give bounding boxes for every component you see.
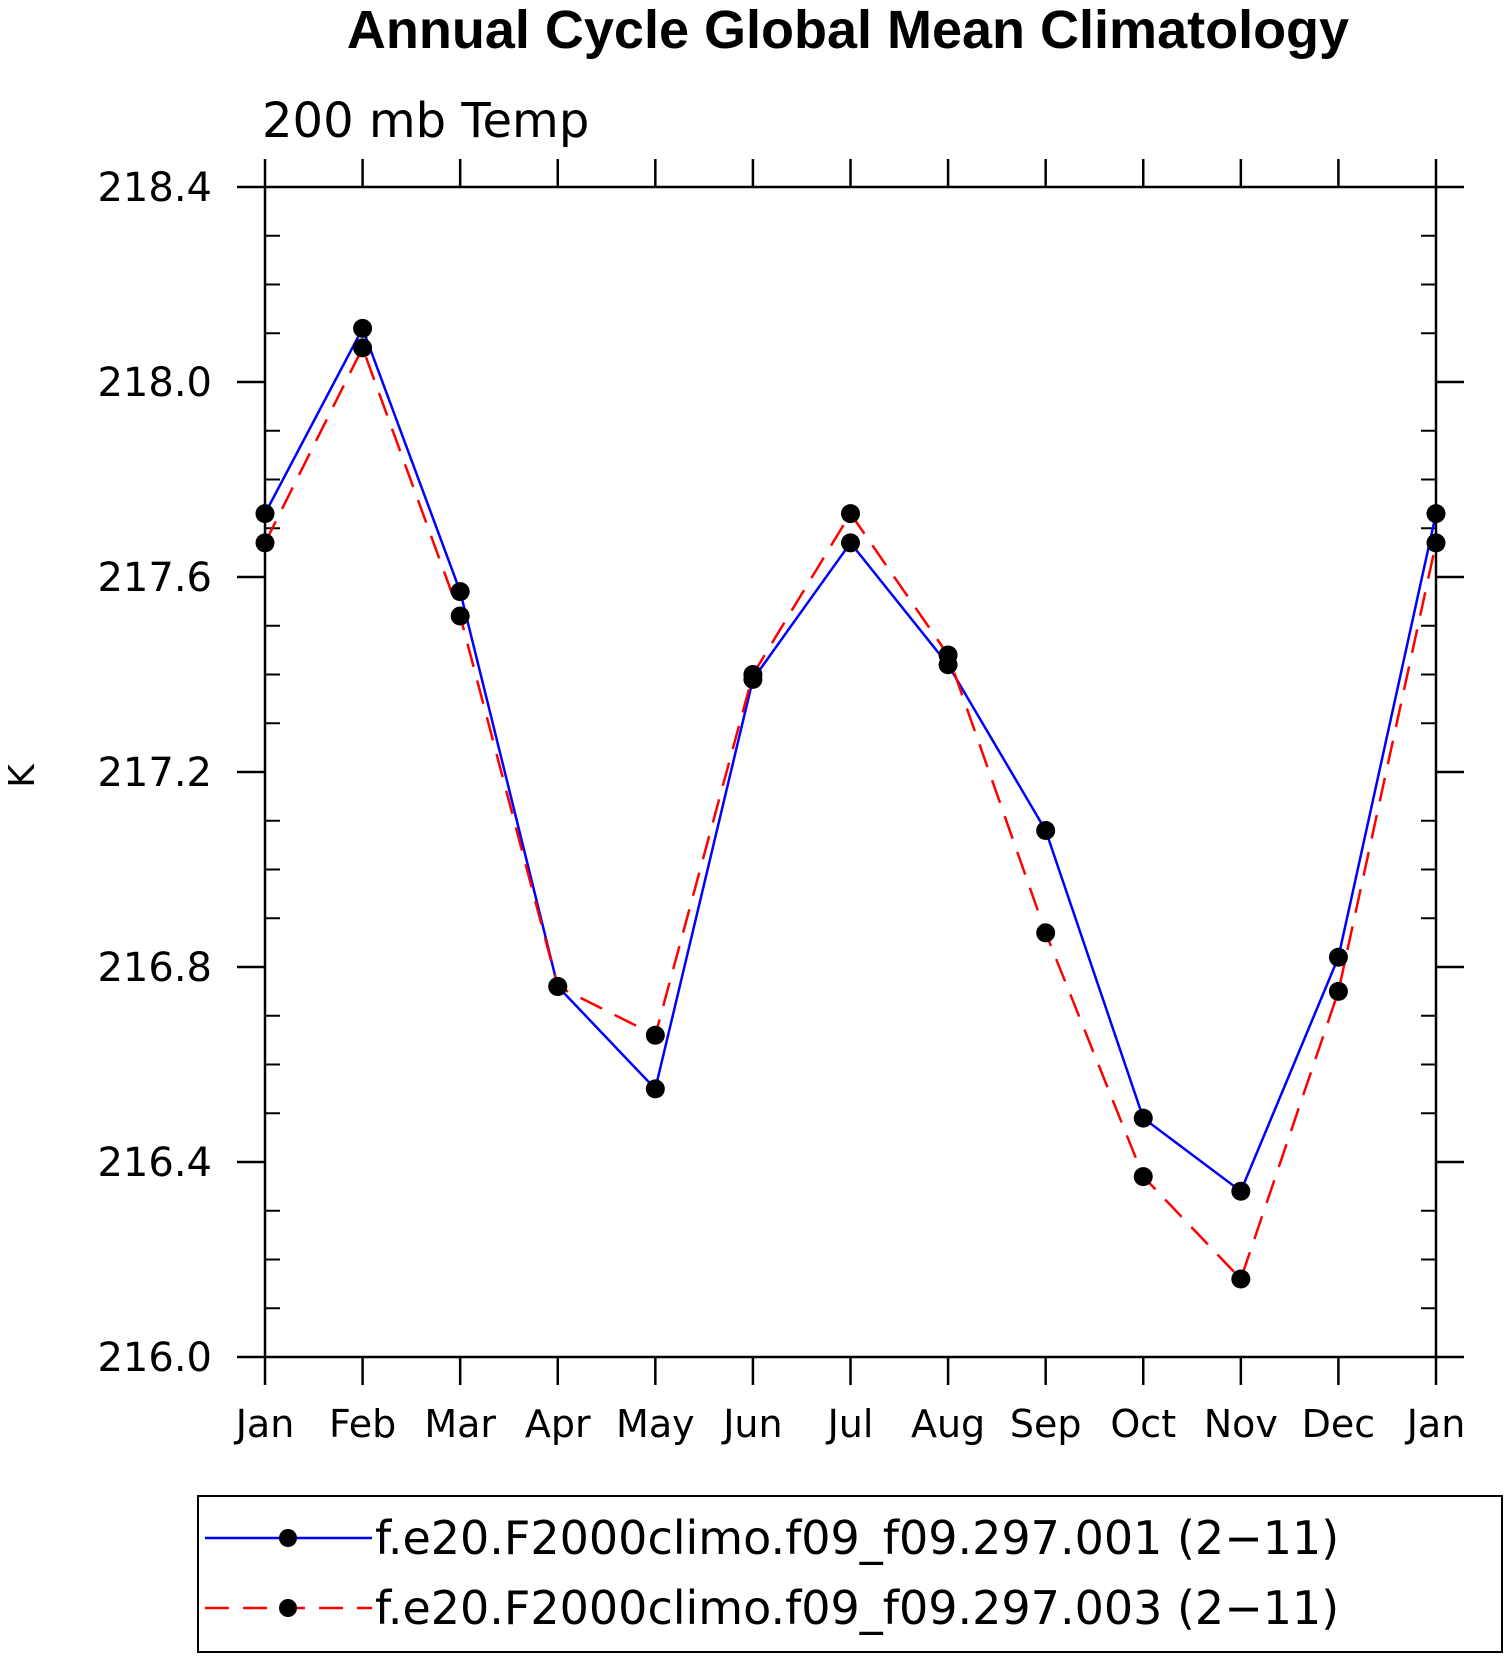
data-point [1426, 504, 1446, 524]
legend-marker-1 [279, 1529, 297, 1547]
y-tick-label: 216.4 [97, 1140, 212, 1186]
x-tick-label: Apr [525, 1402, 591, 1446]
y-tick-label: 216.0 [97, 1335, 212, 1381]
data-point [353, 338, 373, 358]
plot-frame [263, 185, 1438, 1359]
data-point [450, 582, 470, 602]
data-point [1328, 947, 1348, 967]
series-markers-1 [255, 318, 1446, 1201]
series-line-1 [263, 325, 1438, 1194]
legend-label-1: f.e20.F2000climo.f09_f09.297.001 (2−11) [375, 1511, 1339, 1565]
x-tick-label: Aug [911, 1402, 985, 1446]
series-1 [263, 325, 1438, 1194]
data-point [1036, 821, 1056, 840]
data-point [255, 504, 275, 524]
legend: f.e20.F2000climo.f09_f09.297.001 (2−11) … [197, 1495, 1503, 1653]
data-point [645, 1025, 665, 1045]
y-tick-label: 216.8 [97, 945, 212, 991]
data-point [1426, 533, 1446, 553]
legend-box [197, 1495, 1503, 1653]
data-point [841, 533, 860, 553]
x-tick-label: Jun [721, 1402, 782, 1446]
data-point [1231, 1181, 1251, 1201]
data-point [353, 318, 373, 338]
x-tick-label: Mar [424, 1402, 496, 1446]
chart-subtitle: 200 mb Temp [262, 93, 589, 149]
y-tick-label: 217.2 [97, 750, 212, 796]
data-point [938, 645, 958, 665]
data-point [1036, 923, 1056, 943]
legend-label-2: f.e20.F2000climo.f09_f09.297.003 (2−11) [375, 1581, 1339, 1635]
x-tick-label: Dec [1302, 1402, 1376, 1446]
y-tick-label: 217.6 [97, 555, 212, 601]
data-point [1231, 1269, 1251, 1289]
y-tick-label: 218.4 [97, 165, 212, 211]
y-axis-label: K [2, 763, 43, 788]
x-tick-label: Jan [1405, 1402, 1466, 1446]
x-tick-label: Oct [1110, 1402, 1176, 1446]
axes: Jan Feb Mar Apr May Jun Jul Aug Sep Oct Nov Dec Jan 2… [97, 159, 1465, 1446]
x-tick-label: May [616, 1402, 695, 1446]
x-tick-label: Jul [826, 1402, 874, 1446]
x-tick-label: Sep [1010, 1402, 1082, 1446]
data-point [1328, 981, 1348, 1001]
x-tick-label: Nov [1204, 1402, 1278, 1446]
legend-marker-2 [279, 1599, 297, 1617]
data-point [255, 533, 275, 553]
data-point [1133, 1108, 1153, 1128]
y-tick-label: 218.0 [97, 360, 212, 406]
plot-series [255, 318, 1446, 1289]
series-markers-2 [255, 338, 1446, 1289]
data-point [743, 665, 763, 684]
data-point [548, 977, 568, 996]
x-tick-label: Feb [329, 1402, 396, 1446]
data-point [841, 504, 860, 524]
data-point [1133, 1167, 1153, 1187]
x-tick-label: Jan [234, 1402, 295, 1446]
chart-title: Annual Cycle Global Mean Climatology [347, 0, 1349, 60]
series-line-2 [263, 344, 1438, 1282]
data-point [450, 606, 470, 626]
series-2 [263, 344, 1438, 1282]
data-point [645, 1079, 665, 1099]
